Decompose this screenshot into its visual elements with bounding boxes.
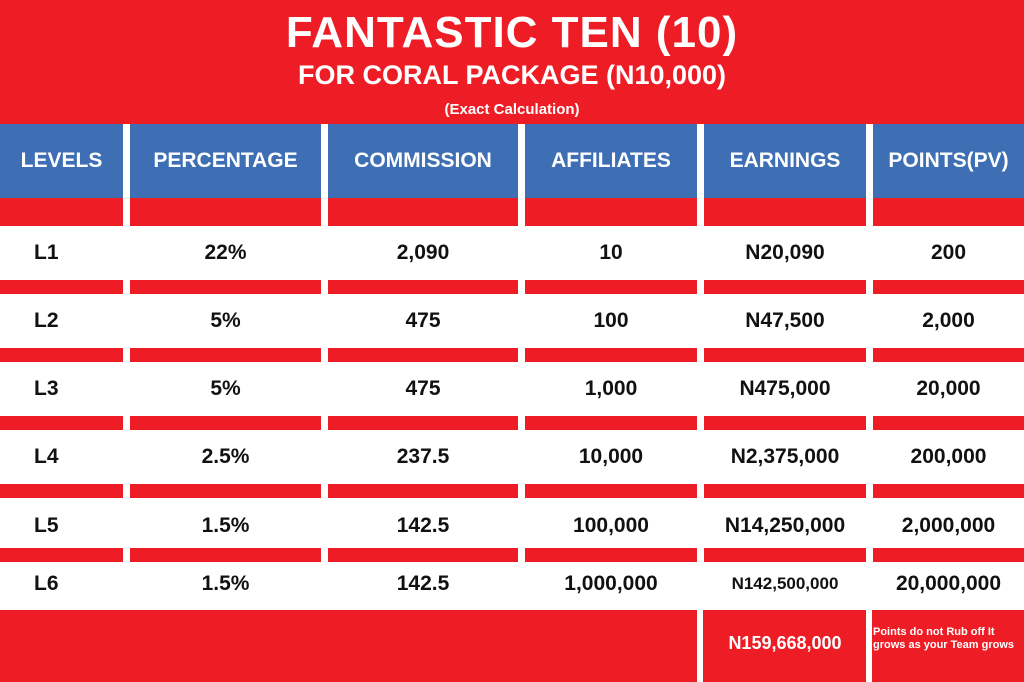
header-points: POINTS(PV) [873, 124, 1024, 198]
cell-percentage: 1.5% [201, 514, 250, 537]
cell-commission: 475 [405, 377, 441, 400]
row-separator [130, 280, 321, 294]
total-earnings: N159,668,000 [728, 632, 842, 653]
cell-affiliates: 1,000 [584, 377, 638, 400]
cell-levels: L2 [34, 309, 59, 332]
row-separator [130, 348, 321, 362]
table-footer [0, 610, 1024, 682]
row-separator [0, 348, 123, 362]
row-separator [704, 484, 866, 498]
cell-affiliates: 10,000 [578, 445, 644, 468]
row-separator [525, 416, 697, 430]
cell-points: 20,000 [916, 377, 981, 400]
cell-points: 20,000,000 [895, 572, 1002, 595]
row-separator [704, 280, 866, 294]
cell-commission: 237.5 [396, 445, 450, 468]
cell-earnings: N47,500 [745, 309, 825, 332]
row-separator [0, 548, 123, 562]
row-separator [525, 348, 697, 362]
page-subtitle: FOR CORAL PACKAGE (N10,000) [297, 60, 727, 90]
row-separator [328, 548, 518, 562]
cell-earnings: N142,500,000 [731, 574, 839, 593]
cell-affiliates: 100,000 [573, 514, 649, 537]
page-title: FANTASTIC TEN (10) [285, 8, 739, 57]
row-separator [525, 484, 697, 498]
cell-points: 2,000 [922, 309, 975, 332]
header-strip [328, 198, 518, 226]
header-strip [873, 198, 1024, 226]
row-separator [525, 548, 697, 562]
cell-affiliates: 100 [593, 309, 629, 332]
header-strip [130, 198, 321, 226]
cell-commission: 142.5 [396, 514, 450, 537]
cell-levels: L1 [34, 241, 59, 264]
header-banner: FANTASTIC TEN (10) FOR CORAL PACKAGE (N1… [0, 0, 1024, 124]
row-separator [328, 416, 518, 430]
header-commission: COMMISSION [328, 124, 518, 198]
row-separator [328, 280, 518, 294]
header-strip [704, 198, 866, 226]
cell-percentage: 5% [210, 309, 241, 332]
cell-levels: L3 [34, 377, 59, 400]
cell-earnings: N2,375,000 [730, 445, 840, 468]
cell-earnings: N475,000 [739, 377, 831, 400]
row-separator [130, 484, 321, 498]
row-separator [328, 348, 518, 362]
header-affiliates: AFFILIATES [525, 124, 697, 198]
row-separator [873, 484, 1024, 498]
cell-affiliates: 1,000,000 [564, 572, 658, 595]
row-separator [704, 348, 866, 362]
cell-earnings: N14,250,000 [724, 514, 846, 537]
row-separator [0, 484, 123, 498]
footer-divider [697, 610, 703, 682]
cell-percentage: 2.5% [201, 445, 250, 468]
cell-points: 2,000,000 [901, 514, 996, 537]
row-separator [0, 280, 123, 294]
cell-points: 200,000 [910, 445, 987, 468]
row-separator [328, 484, 518, 498]
row-separator [873, 548, 1024, 562]
row-separator [704, 548, 866, 562]
cell-percentage: 1.5% [201, 572, 250, 595]
row-separator [0, 416, 123, 430]
header-strip [0, 198, 123, 226]
header-percentage: PERCENTAGE [130, 124, 321, 198]
row-separator [525, 280, 697, 294]
cell-commission: 2,090 [396, 241, 450, 264]
footer-divider [866, 610, 872, 682]
cell-commission: 475 [405, 309, 441, 332]
cell-commission: 142.5 [396, 572, 450, 595]
cell-levels: L5 [34, 514, 59, 537]
header-earnings: EARNINGS [704, 124, 866, 198]
cell-percentage: 5% [210, 377, 241, 400]
row-separator [873, 280, 1024, 294]
cell-levels: L4 [34, 445, 59, 468]
cell-earnings: N20,090 [745, 241, 825, 264]
cell-levels: L6 [34, 572, 59, 595]
cell-affiliates: 10 [599, 241, 623, 264]
header-levels: LEVELS [0, 124, 123, 198]
row-separator [704, 416, 866, 430]
row-separator [873, 416, 1024, 430]
cell-points: 200 [930, 241, 967, 264]
calculation-note: (Exact Calculation) [444, 101, 580, 118]
header-strip [525, 198, 697, 226]
row-separator [873, 348, 1024, 362]
points-footnote: Points do not Rub off It grows as your T… [873, 626, 1015, 651]
row-separator [130, 548, 321, 562]
row-separator [130, 416, 321, 430]
cell-percentage: 22% [204, 241, 247, 264]
